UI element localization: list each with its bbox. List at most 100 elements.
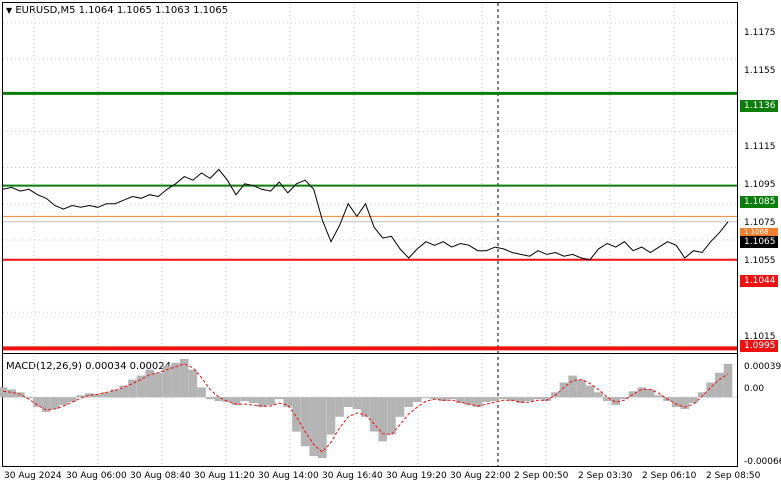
current-price-box: 1.1065 [740,236,778,248]
macd-histogram-bar [205,397,215,400]
time-tick-label: 30 Aug 2024 [4,471,62,481]
time-tick-label: 30 Aug 14:00 [258,471,319,481]
macd-histogram-bar [361,397,370,417]
macd-histogram-bar [577,379,586,398]
price-tick-label: 1.1115 [744,142,776,152]
time-tick-label: 30 Aug 16:40 [322,471,383,481]
macd-histogram-bar [76,395,85,398]
macd-histogram-bar [689,397,698,404]
macd-histogram-bar [499,397,508,400]
macd-histogram-bar [162,365,172,398]
macd-histogram-bar [257,397,267,407]
macd-histogram-bar [404,397,413,407]
macd-histogram-bar [637,387,646,398]
macd-histogram-bar [67,397,77,403]
macd-title: MACD(12,26,9) 0.00034 0.00024 [6,361,172,372]
price-tick-label: 1.1095 [744,180,776,190]
macd-histogram-bar [179,358,189,398]
macd-histogram-bar [240,397,249,402]
symbol-title-text: EURUSD,M5 1.1064 1.1065 1.1063 1.1065 [15,5,229,16]
chart-frame [2,2,738,467]
macd-histogram-bar [300,397,310,447]
macd-histogram-bar [533,397,543,400]
price-tick-label: 1.1175 [744,28,776,38]
macd-histogram-bar [585,385,595,398]
macd-histogram-bar [128,379,137,398]
macd-histogram-bar [438,397,448,402]
macd-histogram-bar [473,397,482,407]
macd-histogram-bar [715,372,724,398]
macd-histogram-bar [369,397,379,432]
price-tick-label: 1.1155 [744,66,776,76]
macd-histogram-bar [602,397,612,402]
macd-histogram-bar [516,397,526,404]
macd-histogram-bar [7,389,16,398]
macd-histogram-bar [430,397,439,400]
macd-histogram-bar [723,363,733,398]
macd-histogram-bar [654,395,664,398]
time-tick-label: 2 Sep 08:50 [706,471,761,481]
macd-histogram-bar [93,394,103,398]
macd-signal-line [2,363,729,453]
macd-histogram-bar [326,397,336,435]
macd-histogram-bar [274,397,284,400]
macd-histogram-bar [568,375,577,398]
macd-histogram-bar [0,387,8,398]
level-price-box: 1.1136 [740,100,778,112]
symbol-title: ▼ EURUSD,M5 1.1064 1.1065 1.1063 1.1065 [6,5,228,16]
time-tick-label: 30 Aug 11:20 [194,471,255,481]
time-tick-label: 2 Sep 00:50 [514,471,569,481]
price-tick-label: 1.1075 [744,218,776,228]
level-price-box: 1.1044 [740,275,778,287]
macd-histogram-bar [697,392,707,398]
macd-histogram-bar [628,391,638,398]
price-tick-label: 1.1055 [744,256,776,266]
macd-histogram-bar [214,397,224,402]
macd-histogram-bar [413,397,422,403]
macd-histogram-bar [611,397,621,406]
macd-histogram-bar [378,397,387,442]
macd-histogram-bar [102,392,111,398]
macd-histogram-bar [171,362,180,398]
macd-histogram-bar [706,382,715,398]
macd-histogram-bar [59,397,68,406]
macd-histogram-bar [594,392,603,398]
macd-histogram-bar [154,372,163,398]
time-tick-label: 2 Sep 03:30 [578,471,633,481]
macd-histogram-bar [421,397,431,399]
time-tick-label: 2 Sep 06:10 [642,471,697,481]
macd-histogram-bar [136,375,146,398]
price-tick-label: 1.1015 [744,332,776,342]
macd-histogram-bar [309,397,318,457]
macd-tick-label: 0.00039 [744,362,781,372]
macd-histogram-bar [145,369,154,398]
macd-histogram-bar [318,397,327,459]
macd-histogram-bar [24,397,34,399]
macd-histogram-bar [33,397,42,407]
macd-histogram-bar [41,397,51,412]
macd-divider [2,353,738,354]
macd-tick-label: -0.00066 [744,457,781,467]
macd-histogram-bar [343,397,353,407]
macd-histogram-bar [507,397,517,402]
level-price-box: 1.1085 [740,196,778,208]
macd-histogram-bar [490,397,500,402]
macd-histogram-bar [197,387,206,398]
macd-histogram-bar [395,397,405,417]
macd-histogram-bar [50,397,60,409]
macd-histogram-bar [464,397,474,406]
macd-histogram-bar [85,393,94,398]
level-price-box: 1.0995 [740,340,778,352]
macd-histogram-bar [525,397,534,402]
macd-histogram-bar [680,397,690,409]
macd-histogram-bar [283,397,293,407]
price-line [2,168,729,261]
macd-histogram-bar [223,397,232,403]
time-tick-label: 30 Aug 06:00 [66,471,127,481]
macd-histogram-bar [352,397,362,409]
macd-histogram-bar [110,389,120,398]
collapse-triangle-icon[interactable]: ▼ [6,6,13,15]
macd-histogram-bar [542,397,551,402]
